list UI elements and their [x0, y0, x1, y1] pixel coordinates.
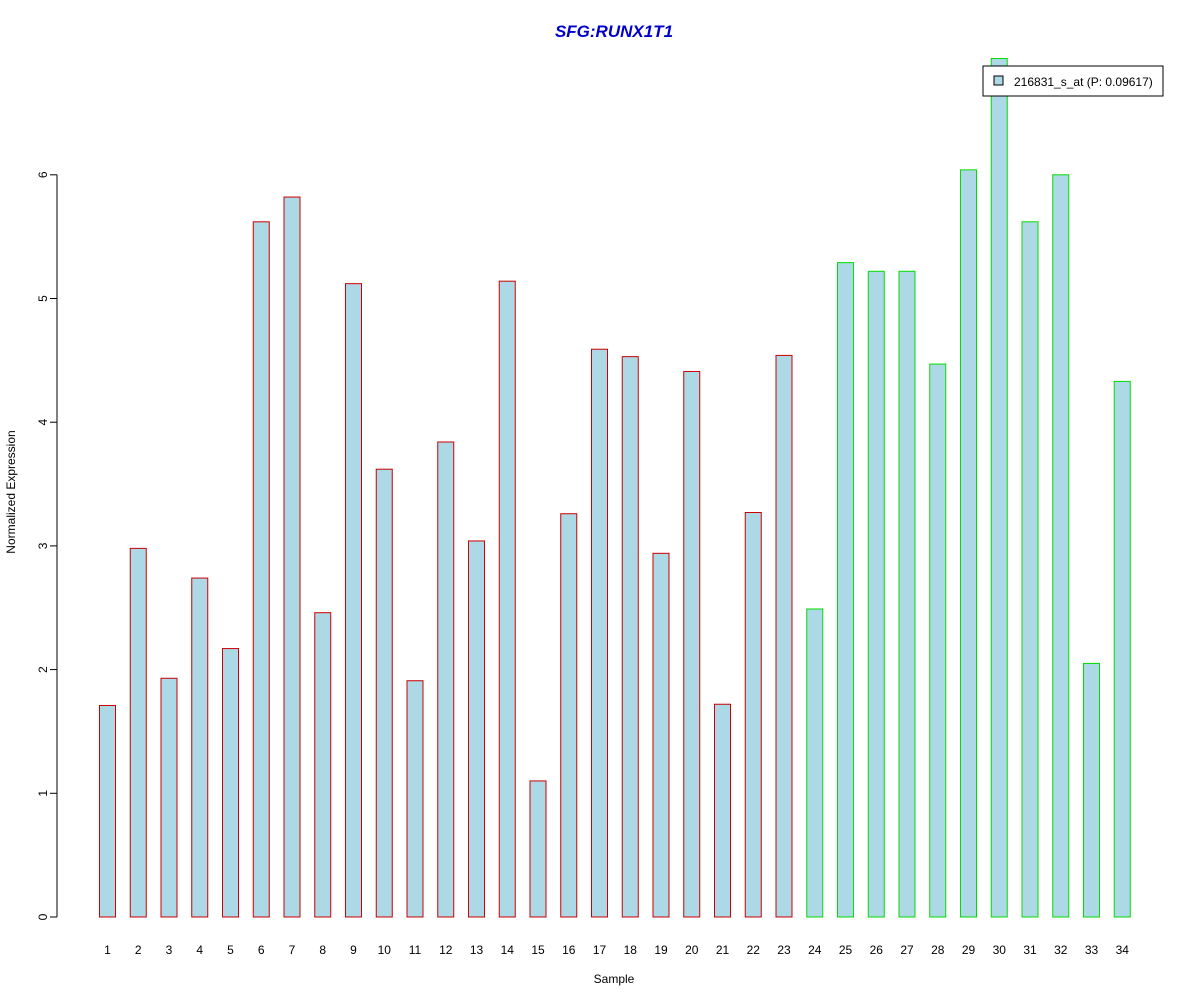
x-tick-label: 6	[258, 943, 265, 957]
bar-sample-15	[529, 780, 547, 918]
bar-sample-31	[1021, 221, 1039, 918]
bar-sample-4	[191, 577, 209, 918]
bar-sample-8	[314, 612, 332, 918]
x-tick-labels: 1 2 3 4 5 6 7 8 9 10 11 12 13 14 15 16 17 18 19 20 21 22 23 24 2…	[104, 943, 1129, 957]
y-tick-label: 4	[36, 419, 50, 426]
x-tick-label: 17	[593, 943, 607, 957]
bar-sample-13	[468, 540, 485, 918]
bar-sample-14	[498, 280, 516, 918]
x-tick-label: 4	[196, 943, 203, 957]
x-axis-label: Sample	[594, 972, 635, 986]
bar-sample-12	[437, 441, 455, 918]
x-tick-label: 21	[716, 943, 730, 957]
x-tick-label: 3	[166, 943, 173, 957]
bar-sample-30	[990, 58, 1008, 918]
x-tick-label: 28	[931, 943, 945, 957]
bar-sample-28	[929, 363, 947, 918]
y-tick-label: 0	[36, 913, 50, 920]
bar-sample-10	[375, 468, 393, 918]
chart-title: SFG:RUNX1T1	[555, 22, 673, 41]
bar-sample-18	[621, 356, 639, 918]
x-tick-label: 16	[562, 943, 576, 957]
bar-sample-17	[591, 348, 608, 918]
bar-sample-33	[1083, 662, 1100, 918]
bar-sample-11	[406, 680, 424, 918]
bar-sample-3	[160, 677, 178, 918]
x-tick-label: 1	[104, 943, 111, 957]
bar-sample-24	[806, 608, 824, 918]
x-tick-label: 30	[993, 943, 1007, 957]
x-tick-label: 12	[439, 943, 453, 957]
bar-sample-6	[252, 221, 270, 918]
bar-sample-2	[129, 547, 147, 918]
x-tick-label: 8	[319, 943, 326, 957]
x-tick-label: 14	[501, 943, 515, 957]
x-tick-label: 27	[900, 943, 914, 957]
bar-sample-19	[652, 552, 670, 918]
y-axis-label: Normalized Expression	[4, 430, 18, 553]
legend-box	[982, 65, 1164, 97]
x-tick-label: 20	[685, 943, 699, 957]
x-tick-label: 31	[1023, 943, 1037, 957]
bar-sample-25	[837, 262, 854, 918]
legend-label: 216831_s_at (P: 0.09617)	[1014, 75, 1153, 89]
x-tick-label: 33	[1085, 943, 1099, 957]
bar-sample-32	[1052, 174, 1070, 918]
x-tick-label: 13	[470, 943, 484, 957]
x-tick-label: 24	[808, 943, 822, 957]
legend-swatch	[993, 75, 1004, 86]
y-tick-label: 5	[36, 295, 50, 302]
x-tick-label: 7	[289, 943, 296, 957]
x-tick-label: 22	[747, 943, 761, 957]
y-tick-label: 2	[36, 666, 50, 673]
bar-sample-34	[1113, 380, 1131, 918]
bar-sample-1	[99, 704, 116, 918]
x-tick-label: 10	[378, 943, 392, 957]
x-tick-label: 25	[839, 943, 853, 957]
bar-sample-9	[345, 283, 362, 918]
y-axis: 0 1 2 3 4 5 6	[36, 171, 58, 920]
bar-sample-21	[714, 703, 731, 918]
bar-sample-22	[744, 512, 762, 918]
bar-sample-16	[560, 513, 578, 918]
bar-sample-20	[683, 370, 701, 918]
x-tick-label: 15	[531, 943, 545, 957]
bar-sample-29	[960, 169, 977, 918]
x-tick-label: 5	[227, 943, 234, 957]
x-tick-label: 9	[350, 943, 357, 957]
y-tick-label: 1	[36, 790, 50, 797]
bar-sample-26	[867, 270, 885, 918]
bar-sample-5	[222, 648, 239, 918]
x-tick-label: 26	[870, 943, 884, 957]
bar-sample-27	[898, 270, 916, 918]
x-tick-label: 2	[135, 943, 142, 957]
x-tick-label: 34	[1116, 943, 1130, 957]
y-tick-label: 6	[36, 171, 50, 178]
bar-sample-7	[283, 196, 301, 918]
x-tick-label: 11	[409, 943, 422, 957]
legend: 216831_s_at (P: 0.09617)	[982, 65, 1164, 97]
bar-sample-23	[775, 354, 793, 918]
x-tick-label: 32	[1054, 943, 1068, 957]
bars	[99, 58, 1131, 918]
x-tick-label: 18	[624, 943, 638, 957]
x-tick-label: 23	[777, 943, 791, 957]
x-tick-label: 29	[962, 943, 976, 957]
x-tick-label: 19	[654, 943, 668, 957]
y-tick-label: 3	[36, 542, 50, 549]
